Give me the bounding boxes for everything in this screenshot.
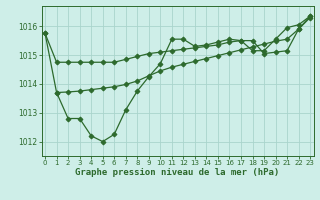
X-axis label: Graphe pression niveau de la mer (hPa): Graphe pression niveau de la mer (hPa) [76,168,280,177]
